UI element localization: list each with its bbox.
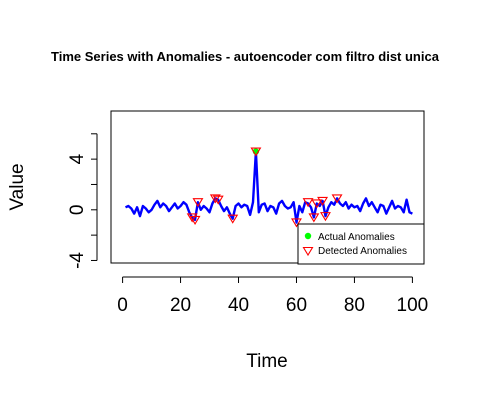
legend-marker-detected [302, 246, 314, 257]
detected-anomaly-point [250, 147, 262, 157]
x-tick-label: 20 [170, 295, 191, 316]
detected-anomaly-point [311, 199, 323, 209]
y-tick-label: 0 [67, 205, 88, 216]
y-tick-label: 4 [67, 153, 88, 164]
detected-anomaly-point [209, 194, 221, 204]
x-tick-label: 100 [397, 295, 429, 316]
detected-anomaly-point [192, 198, 204, 208]
legend-marker-actual [304, 232, 312, 240]
detected-anomaly-point [186, 213, 198, 223]
detected-anomaly-point [317, 196, 329, 207]
marker-layer [186, 147, 343, 228]
x-tick-label: 60 [286, 295, 307, 316]
y-tick-label: -4 [67, 252, 88, 269]
series-layer [125, 150, 413, 224]
legend: Actual Anomalies Detected Anomalies [297, 223, 425, 265]
detected-anomaly-point [319, 212, 331, 222]
plot-frame [110, 110, 425, 264]
detected-anomaly-point [227, 214, 239, 224]
x-axis: 0 20 40 60 80 100 [117, 276, 429, 316]
x-axis-label: Time [246, 351, 288, 372]
y-axis-label: Value [7, 163, 28, 210]
legend-label-detected: Detected Anomalies [318, 246, 407, 257]
legend-box [297, 223, 425, 265]
y-axis: -4 0 4 [67, 133, 98, 269]
chart-title: Time Series with Anomalies - autoencoder… [51, 49, 440, 64]
detected-anomaly-point [212, 195, 224, 205]
x-tick-label: 80 [344, 295, 365, 316]
detected-anomaly-point [189, 215, 201, 226]
detected-anomaly-point [291, 218, 302, 228]
detected-anomaly-point [331, 194, 343, 204]
series-line [125, 150, 413, 224]
legend-label-actual: Actual Anomalies [318, 232, 395, 243]
x-tick-label: 0 [117, 295, 128, 316]
detected-anomaly-point [308, 213, 320, 223]
x-tick-label: 40 [228, 295, 249, 316]
detected-anomaly-point [302, 198, 314, 208]
